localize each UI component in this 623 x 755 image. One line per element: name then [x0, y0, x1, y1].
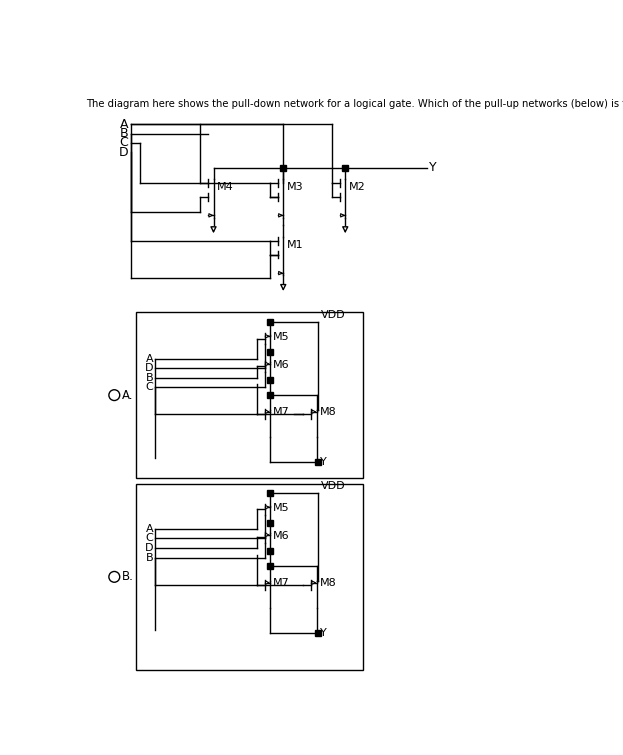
- Text: C: C: [145, 533, 153, 543]
- Text: M7: M7: [273, 408, 290, 418]
- Text: M5: M5: [273, 503, 290, 513]
- Bar: [136, 484, 363, 670]
- Text: M7: M7: [273, 578, 290, 588]
- Text: C: C: [120, 137, 128, 149]
- Text: M3: M3: [287, 182, 304, 192]
- Text: D: D: [145, 363, 153, 373]
- Bar: [136, 313, 363, 478]
- Text: The diagram here shows the pull-down network for a logical gate. Which of the pu: The diagram here shows the pull-down net…: [85, 99, 623, 109]
- Text: M6: M6: [273, 359, 290, 370]
- Text: M8: M8: [320, 578, 336, 588]
- Text: B: B: [145, 373, 153, 383]
- Text: M4: M4: [217, 182, 234, 192]
- Text: M1: M1: [287, 239, 304, 250]
- Text: Y: Y: [320, 457, 327, 467]
- Text: M8: M8: [320, 408, 336, 418]
- Text: Y: Y: [320, 628, 327, 639]
- Text: M5: M5: [273, 332, 290, 342]
- Text: B: B: [120, 128, 128, 140]
- Text: B: B: [145, 553, 153, 563]
- Text: VDD: VDD: [320, 481, 345, 491]
- Text: D: D: [118, 146, 128, 159]
- Text: A.: A.: [122, 389, 133, 402]
- Text: A: A: [145, 524, 153, 534]
- Text: VDD: VDD: [320, 310, 345, 320]
- Text: B.: B.: [122, 570, 134, 584]
- Text: C: C: [145, 382, 153, 392]
- Text: M2: M2: [349, 182, 366, 192]
- Text: D: D: [145, 543, 153, 553]
- Text: A: A: [120, 118, 128, 131]
- Text: A: A: [145, 353, 153, 364]
- Text: Y: Y: [429, 161, 437, 174]
- Text: M6: M6: [273, 531, 290, 541]
